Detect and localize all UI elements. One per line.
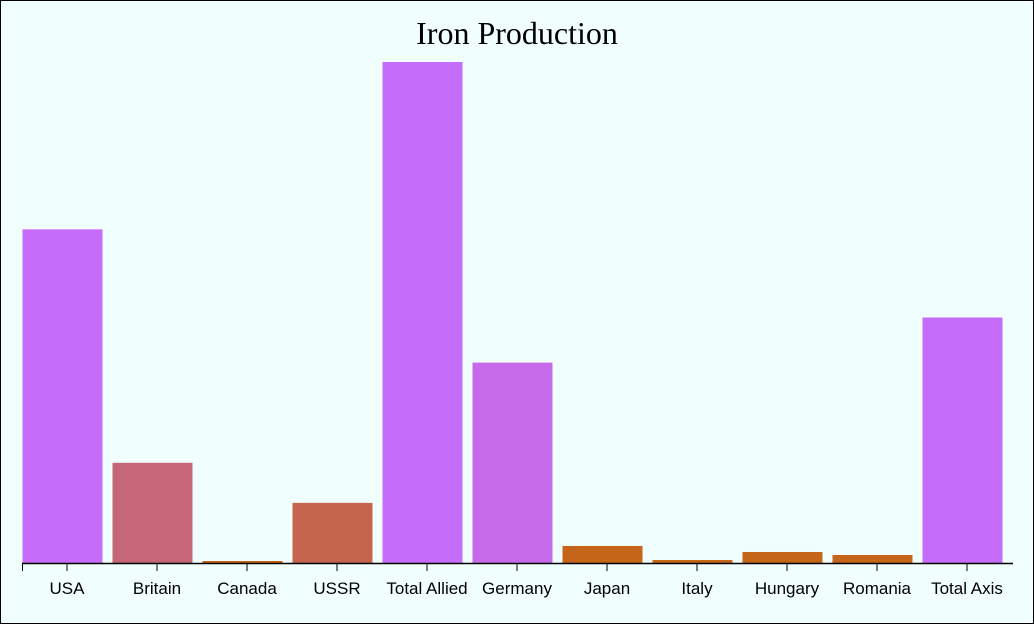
- x-axis-ticks: [22, 563, 968, 571]
- x-tick-label-romania: Romania: [843, 579, 912, 598]
- x-tick-label-canada: Canada: [217, 579, 277, 598]
- x-tick-label-usa: USA: [50, 579, 86, 598]
- x-tick-label-ussr: USSR: [313, 579, 360, 598]
- x-tick-label-germany: Germany: [482, 579, 552, 598]
- bar-britain: [112, 462, 193, 563]
- bar-usa: [22, 229, 103, 564]
- chart-title: Iron Production: [416, 15, 618, 51]
- x-tick-label-britain: Britain: [133, 579, 181, 598]
- bar-japan: [562, 545, 643, 563]
- bar-hungary: [742, 551, 823, 563]
- bar-total-axis: [922, 317, 1003, 563]
- bar-canada: [202, 560, 283, 563]
- x-tick-label-hungary: Hungary: [755, 579, 820, 598]
- bar-ussr: [292, 502, 373, 563]
- bar-italy: [652, 559, 733, 563]
- bar-germany: [472, 362, 553, 563]
- x-tick-label-japan: Japan: [584, 579, 630, 598]
- x-tick-label-italy: Italy: [681, 579, 713, 598]
- x-tick-label-total-axis: Total Axis: [931, 579, 1003, 598]
- bar-romania: [832, 554, 913, 563]
- bars-group: [22, 62, 1003, 564]
- x-axis-labels: USA Britain Canada USSR Total Allied Germany J…: [50, 579, 1003, 598]
- bar-total-allied: [382, 62, 463, 563]
- x-tick-label-total-allied: Total Allied: [386, 579, 467, 598]
